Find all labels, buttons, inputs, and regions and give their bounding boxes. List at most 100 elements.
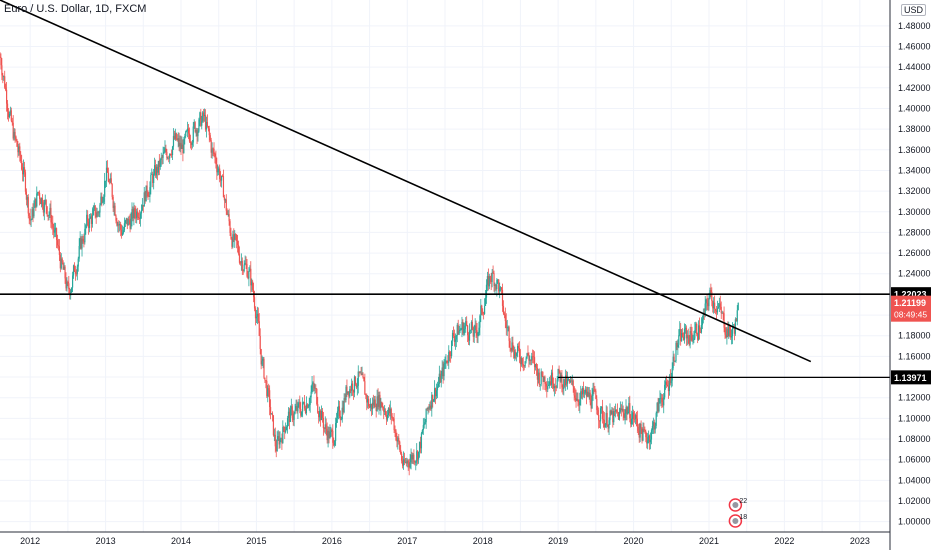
candle-body [244,263,246,265]
candle-body [393,418,395,431]
candle-body [617,412,620,420]
candle-body [639,424,641,438]
candle-body [675,342,677,362]
candle-body [209,135,211,141]
candle-body [275,446,277,452]
event-badge-label: 22 [739,498,747,505]
candle-body [345,386,347,401]
candle-body [255,316,258,319]
x-tick-label: 2013 [96,536,116,546]
candle-body [490,278,492,282]
candle-body [318,412,320,418]
candle-body [391,416,393,418]
candle-body [128,219,130,221]
candle-body [418,441,421,452]
candle-body [220,178,222,181]
candle-body [368,406,371,408]
candle-body [49,207,51,215]
candle-body [707,302,709,307]
candle-body [541,371,543,376]
candle-body [342,407,344,413]
candle-body [389,408,391,414]
x-tick-label: 2019 [548,536,568,546]
candle-body [204,115,207,130]
candle-body [143,192,145,207]
candle-body [462,322,464,334]
candle-body [663,397,665,406]
candle-body [195,130,197,132]
candle-body [595,390,597,399]
candle-body [673,356,675,362]
candle-body [720,306,722,314]
candle-body [427,407,429,410]
candle-body [669,376,671,384]
candle-body [303,402,306,409]
candle-body [666,384,669,387]
candle-body [39,198,42,205]
candle-body [575,397,577,401]
candle-body [221,175,224,177]
candle-body [261,360,263,365]
candle-body [257,313,259,322]
candle-body [375,407,377,411]
currency-button[interactable]: USD [901,4,927,16]
candle-body [337,406,340,412]
candle-body [310,391,312,398]
candle-body [110,178,112,185]
candle-body [92,208,94,216]
candle-body [649,439,652,443]
candle-body [360,372,362,375]
candle-body [302,402,304,412]
candle-body [208,128,210,136]
candle-body [506,327,508,329]
candle-body [50,207,52,223]
candle-body [568,379,571,383]
candle-body [461,322,463,330]
candle-body [696,323,698,335]
candle-body [401,453,403,461]
candle-body [83,241,85,243]
candle-body [312,383,314,385]
price-label-value: 1.21199 [894,298,926,308]
candle-body [232,234,234,247]
candle-body [452,332,455,336]
candle-body [107,172,110,182]
candle-body [674,361,676,362]
candle-body [198,119,200,132]
candle-body [501,289,504,306]
candle-body [625,407,627,414]
candle-body [525,358,527,362]
candle-body [236,234,238,241]
candle-body [290,406,292,410]
candle-body [447,362,449,363]
candle-body [292,417,294,420]
candle-body [71,275,74,288]
candle-body [137,216,140,218]
candle-body [278,436,280,445]
candle-body [183,139,185,154]
candle-body [41,198,44,207]
candle-body [369,403,372,408]
candle-body [74,271,77,274]
candle-body [548,384,550,386]
candle-body [471,322,473,331]
candle-body [48,214,50,216]
candle-body [160,157,162,161]
candle-body [340,419,342,420]
candle-body [271,413,274,416]
candle-body [38,192,40,193]
candle-body [114,205,116,216]
candle-body [712,300,714,309]
candle-body [566,379,569,384]
candle-body [102,201,104,203]
candle-body [503,313,505,315]
y-tick-label: 1.08000 [898,434,931,444]
candle-body [725,334,727,338]
y-tick-label: 1.30000 [898,207,931,217]
candle-body [371,402,374,410]
candle-body [555,386,557,388]
candle-body [51,222,53,224]
candle-body [163,151,165,154]
candle-body [225,199,227,211]
